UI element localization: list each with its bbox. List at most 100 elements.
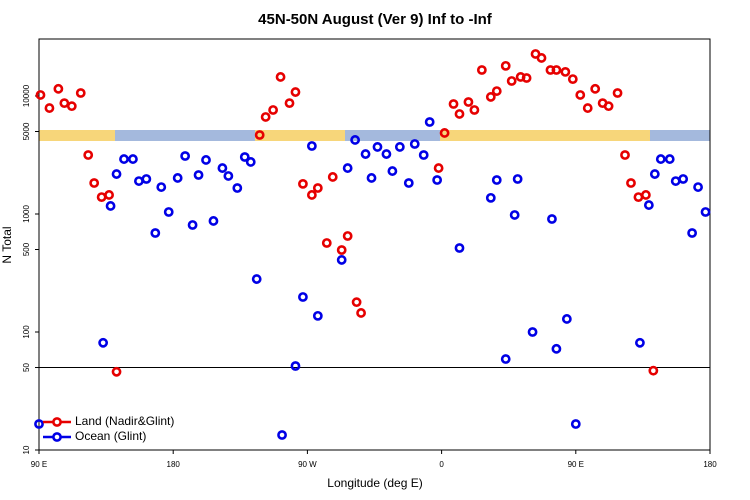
data-point — [678, 174, 689, 184]
data-point — [560, 66, 571, 77]
y-tick-label: 500 — [22, 242, 31, 256]
data-point — [381, 149, 392, 159]
data-point — [491, 86, 502, 96]
data-point — [626, 178, 636, 188]
legend-marker — [52, 417, 62, 427]
data-point — [336, 255, 347, 265]
data-point — [500, 354, 511, 364]
data-point — [570, 419, 581, 429]
land-band — [255, 130, 345, 141]
data-point — [700, 207, 711, 217]
data-point — [119, 154, 129, 164]
data-point — [217, 163, 228, 173]
x-tick-label: 90 E — [31, 460, 47, 469]
y-tick-label: 10 — [22, 445, 31, 454]
data-point — [239, 152, 250, 162]
data-point — [561, 314, 572, 324]
data-point — [201, 155, 211, 165]
data-point — [469, 105, 480, 115]
data-point — [298, 292, 308, 302]
data-point — [509, 210, 520, 220]
data-point — [104, 190, 114, 200]
x-tick-label: 0 — [439, 460, 444, 469]
legend-label: Land (Nadir&Glint) — [75, 414, 174, 428]
data-point — [500, 60, 511, 71]
data-point — [312, 310, 323, 321]
data-point — [664, 154, 675, 164]
data-point — [687, 228, 698, 238]
ocean-band — [650, 130, 710, 141]
data-point — [66, 101, 77, 112]
data-point — [193, 170, 204, 180]
x-axis-label: Longitude (deg E) — [327, 476, 422, 490]
x-tick-label: 180 — [167, 460, 181, 469]
data-point — [34, 419, 44, 429]
data-point — [567, 74, 578, 85]
data-point — [321, 238, 332, 248]
data-point — [89, 178, 100, 188]
data-point — [251, 274, 262, 284]
data-point — [454, 109, 465, 119]
data-point — [582, 103, 593, 113]
data-point — [643, 200, 654, 210]
data-point — [156, 182, 167, 192]
data-point — [53, 83, 64, 94]
data-point — [336, 245, 347, 255]
y-tick-label: 10000 — [22, 84, 31, 107]
data-point — [150, 228, 161, 238]
y-axis-label: N Total — [0, 226, 14, 263]
ocean-band — [345, 130, 440, 141]
data-point — [254, 130, 265, 140]
data-point — [44, 103, 55, 113]
data-point — [75, 88, 86, 98]
data-point — [366, 173, 377, 183]
data-point — [409, 139, 420, 149]
data-point — [342, 163, 353, 173]
data-point — [350, 135, 361, 145]
x-tick-label: 90 E — [568, 460, 584, 469]
data-point — [260, 112, 271, 122]
data-point — [491, 175, 502, 185]
data-point — [105, 201, 116, 211]
data-point — [640, 190, 651, 200]
data-point — [551, 343, 562, 354]
data-point — [394, 142, 405, 152]
data-point — [275, 72, 286, 82]
x-tick-label: 180 — [703, 460, 717, 469]
data-point — [360, 149, 371, 159]
data-point — [693, 182, 703, 192]
data-point — [506, 76, 517, 86]
land-band — [39, 130, 115, 141]
data-point — [372, 142, 383, 152]
data-point — [351, 297, 362, 308]
y-tick-label: 1000 — [22, 205, 31, 223]
data-point — [83, 150, 94, 160]
data-point — [59, 98, 70, 109]
data-point — [134, 176, 144, 186]
data-point — [180, 151, 191, 161]
data-point — [521, 73, 532, 83]
data-point — [485, 192, 496, 203]
chart-title: 45N-50N August (Ver 9) Inf to -Inf — [258, 11, 493, 28]
data-point — [306, 190, 317, 200]
legend-label: Ocean (Glint) — [75, 429, 146, 443]
data-point — [403, 178, 414, 188]
data-point — [536, 53, 547, 63]
data-point — [485, 92, 496, 102]
data-point — [232, 183, 243, 193]
data-point — [648, 365, 659, 376]
y-tick-label: 5000 — [22, 122, 31, 140]
data-point — [527, 327, 538, 337]
data-point — [387, 166, 398, 176]
data-point — [284, 98, 295, 109]
data-point — [306, 141, 317, 151]
data-point — [512, 174, 523, 184]
data-point — [268, 105, 279, 115]
data-point — [655, 154, 666, 164]
data-point — [111, 366, 122, 377]
data-point — [298, 178, 308, 189]
data-point — [620, 150, 630, 160]
data-point — [96, 192, 107, 203]
data-point — [547, 214, 557, 224]
